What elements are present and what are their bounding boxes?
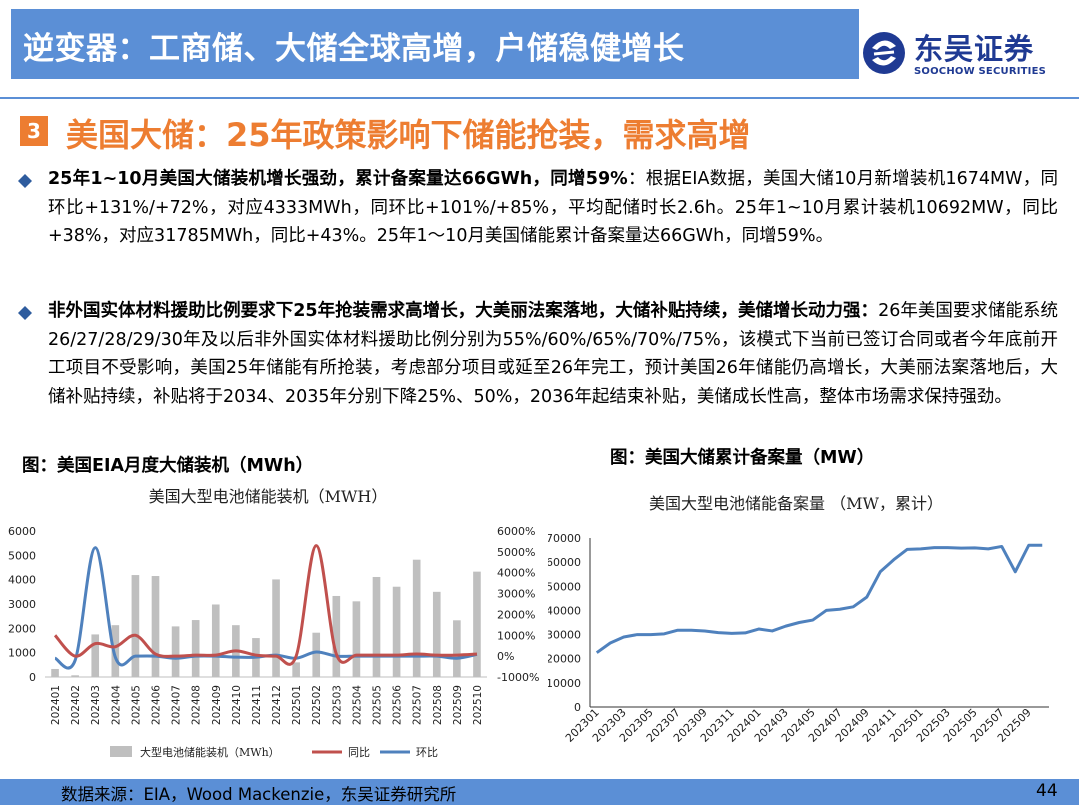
- y-tick-label: 60000: [548, 556, 581, 569]
- diamond-bullet-icon: [18, 306, 32, 320]
- x-tick-label: 202510: [472, 685, 484, 725]
- x-tick-label: 202509: [452, 685, 464, 725]
- x-tick-label: 202505: [372, 685, 384, 725]
- paragraph-1-lead: 25年1~10月美国大储装机增长强劲，累计备案量达66GWh，同增59%: [48, 169, 628, 189]
- y-left-tick-label: 4000: [8, 574, 36, 587]
- legend-label: 环比: [416, 746, 438, 759]
- y-left-tick-label: 3000: [8, 598, 36, 611]
- y-right-tick-label: 1000%: [497, 629, 535, 642]
- bar-mark: [51, 668, 59, 677]
- x-tick-label: 202407: [171, 685, 183, 725]
- legend-swatch: [110, 746, 132, 757]
- x-tick-label: 202408: [191, 685, 203, 725]
- y-tick-label: 30000: [548, 629, 581, 642]
- bar-mark: [332, 595, 341, 677]
- x-tick-label: 202507: [412, 685, 424, 725]
- diamond-bullet-icon: [18, 174, 32, 188]
- paragraph-2-lead: 非外国实体材料援助比例要求下25年抢装需求高增长，大美丽法案落地，大储补贴持续，…: [48, 301, 879, 321]
- y-right-tick-label: 5000%: [497, 546, 535, 559]
- bar-mark: [372, 576, 381, 677]
- logo-cn-text: 东吴证券: [914, 32, 1035, 66]
- chart-cumulative-filings: 美国大型电池储能备案量 （MW，累计） 0 10000 20000 30000 40000…: [548, 494, 1049, 745]
- bar-mark: [392, 586, 401, 677]
- section-title: 美国大储：25年政策影响下储能抢装，需求高增: [66, 116, 751, 154]
- y-left-tick-label: 5000: [8, 549, 36, 562]
- soochow-logo-icon: [863, 32, 905, 74]
- bar-mark: [91, 634, 100, 677]
- y-right-tick-label: 0%: [497, 650, 514, 663]
- bar-mark: [111, 625, 120, 677]
- title-bar: 逆变器：工商储、大储全球高增，户储稳健增长: [11, 9, 859, 79]
- y-tick-label: 50000: [548, 580, 581, 593]
- y-tick-label: 0: [574, 701, 581, 714]
- bar-mark: [211, 604, 220, 677]
- y-tick-label: 20000: [548, 653, 581, 666]
- x-tick-label: 202502: [311, 685, 323, 725]
- chart-title: 美国大型电池储能装机（MWH）: [149, 487, 388, 506]
- series-line-cumulative: [595, 543, 1043, 654]
- x-tick-label: 202406: [151, 685, 163, 725]
- x-tick-label: 202506: [392, 685, 404, 725]
- logo-en-text: SOOCHOW SECURITIES: [914, 66, 1047, 77]
- x-tick-label: 202402: [70, 685, 82, 725]
- legend-label: 大型电池储能装机（MWh）: [140, 745, 280, 759]
- x-tick-label: 202410: [231, 685, 243, 725]
- y-right-tick-label: -1000%: [497, 671, 539, 684]
- page-title: 逆变器：工商储、大储全球高增，户储稳健增长: [23, 31, 685, 67]
- footer-bar: [0, 779, 1079, 805]
- bar-mark: [151, 576, 160, 677]
- bar-mark: [312, 632, 321, 677]
- paragraph-1-body: ：根据EIA数据，美国大储10月新增装机1674MW，同环比+131%/+72%…: [48, 169, 1058, 246]
- bar-mark: [191, 620, 200, 677]
- bar-mark: [352, 601, 361, 677]
- paragraph-1: 25年1~10月美国大储装机增长强劲，累计备案量达66GWh，同增59%：根据E…: [48, 165, 1058, 251]
- page-number: 44: [1036, 781, 1058, 801]
- y-right-tick-label: 4000%: [497, 567, 535, 580]
- chart-title: 美国大型电池储能备案量 （MW，累计）: [649, 494, 943, 513]
- paragraph-2-body: 26年美国要求储能系统26/27/28/29/30年及以后非外国实体材料援助比例…: [48, 301, 1058, 407]
- bar-mark: [473, 571, 481, 677]
- x-tick-label: 202403: [90, 685, 102, 725]
- y-right-tick-label: 6000%: [497, 525, 535, 538]
- x-tick-label: 202503: [331, 685, 343, 725]
- bar-mark: [71, 675, 79, 677]
- bar-mark: [272, 579, 280, 677]
- x-tick-label: 202401: [50, 685, 62, 725]
- bar-mark: [412, 559, 421, 677]
- x-tick-label: 202412: [271, 685, 283, 725]
- x-tick-label: 202504: [351, 685, 363, 725]
- bar-mark: [453, 620, 461, 677]
- x-tick-label: 202508: [432, 685, 444, 725]
- company-logo: 东吴证券 SOOCHOW SECURITIES: [852, 30, 1057, 80]
- y-tick-label: 70000: [548, 532, 581, 545]
- header-divider: [0, 97, 1079, 99]
- bar-mark: [432, 591, 441, 677]
- figure-caption-left: 图：美国EIA月度大储装机（MWh）: [22, 456, 314, 476]
- bar-mark: [292, 662, 300, 677]
- y-right-tick-label: 3000%: [497, 588, 535, 601]
- chart-monthly-installs: 美国大型电池储能装机（MWH） 0 1000 2000 3000 4000 5000 6000…: [8, 487, 539, 759]
- figure-caption-right: 图：美国大储累计备案量（MW）: [610, 448, 875, 468]
- x-tick-label: 202501: [291, 685, 303, 725]
- y-tick-label: 40000: [548, 604, 581, 617]
- x-tick-label: 202411: [251, 685, 263, 725]
- y-left-tick-label: 2000: [8, 622, 36, 635]
- series-line-yoy: [53, 544, 478, 666]
- x-tick-label: 202405: [130, 685, 142, 725]
- y-right-tick-label: 2000%: [497, 608, 535, 621]
- y-left-tick-label: 0: [29, 671, 36, 684]
- bar-mark: [171, 626, 180, 677]
- x-tick-label: 202404: [110, 685, 122, 725]
- y-tick-label: 10000: [548, 677, 581, 690]
- y-left-tick-label: 1000: [8, 647, 36, 660]
- y-left-tick-label: 6000: [8, 525, 36, 538]
- section-number: 3: [20, 116, 48, 146]
- bar-mark: [131, 575, 140, 677]
- paragraph-2: 非外国实体材料援助比例要求下25年抢装需求高增长，大美丽法案落地，大储补贴持续，…: [48, 297, 1058, 411]
- x-tick-label: 202409: [211, 685, 223, 725]
- legend-label: 同比: [348, 746, 370, 759]
- footer-source: 数据来源：EIA，Wood Mackenzie，东吴证券研究所: [61, 785, 457, 804]
